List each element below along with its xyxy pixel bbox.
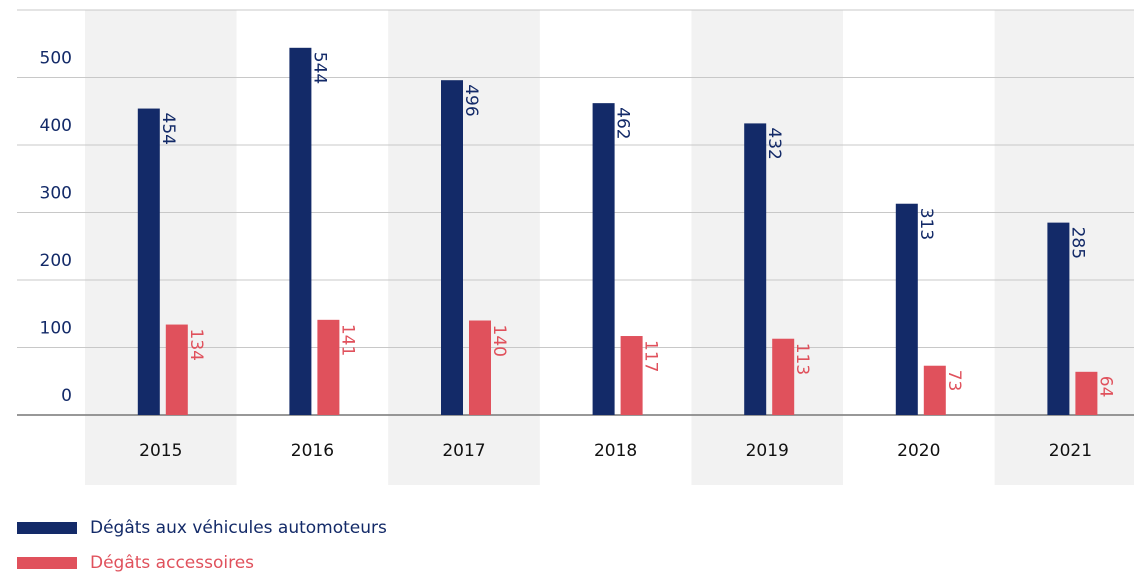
value-label: 432 bbox=[764, 127, 784, 159]
value-label: 73 bbox=[944, 370, 964, 392]
value-label: 454 bbox=[158, 113, 178, 145]
column-band bbox=[388, 10, 540, 485]
y-tick-label: 400 bbox=[40, 116, 72, 136]
bar bbox=[744, 123, 767, 416]
x-tick-label: 2021 bbox=[1049, 441, 1092, 461]
bar bbox=[1075, 371, 1098, 415]
bar bbox=[772, 338, 795, 415]
bar bbox=[620, 336, 643, 415]
bar bbox=[137, 108, 160, 416]
bar bbox=[165, 324, 188, 415]
x-tick-label: 2020 bbox=[897, 441, 940, 461]
y-tick-label: 100 bbox=[40, 319, 72, 339]
x-tick-label: 2017 bbox=[442, 441, 485, 461]
bar bbox=[592, 103, 615, 416]
y-tick-label: 200 bbox=[40, 251, 72, 271]
value-label: 544 bbox=[309, 52, 329, 84]
bar bbox=[317, 319, 340, 415]
x-tick-label: 2016 bbox=[291, 441, 334, 461]
bar bbox=[895, 203, 918, 415]
value-label: 285 bbox=[1067, 227, 1087, 259]
value-label: 496 bbox=[461, 84, 481, 116]
y-tick-label: 0 bbox=[61, 386, 72, 406]
value-label: 117 bbox=[641, 340, 661, 372]
x-tick-label: 2015 bbox=[139, 441, 182, 461]
column-band bbox=[85, 10, 237, 485]
bar bbox=[441, 80, 463, 415]
legend-label: Dégâts accessoires bbox=[90, 553, 254, 573]
y-tick-label: 500 bbox=[40, 49, 72, 69]
value-label: 134 bbox=[186, 329, 206, 361]
value-label: 140 bbox=[489, 325, 509, 357]
bar bbox=[289, 47, 312, 416]
column-band bbox=[691, 10, 843, 485]
legend-label: Dégâts aux véhicules automoteurs bbox=[90, 518, 387, 538]
bar bbox=[923, 365, 946, 415]
y-tick-label: 300 bbox=[40, 184, 72, 204]
x-tick-label: 2018 bbox=[594, 441, 637, 461]
value-label: 313 bbox=[916, 208, 936, 240]
value-label: 462 bbox=[613, 107, 633, 139]
legend-swatch bbox=[17, 557, 77, 569]
bar bbox=[1047, 222, 1070, 415]
value-label: 141 bbox=[337, 324, 357, 356]
value-label: 64 bbox=[1095, 376, 1115, 398]
x-tick-label: 2019 bbox=[746, 441, 789, 461]
legend-swatch bbox=[17, 522, 77, 534]
value-label: 113 bbox=[792, 343, 812, 375]
bar bbox=[469, 320, 491, 415]
